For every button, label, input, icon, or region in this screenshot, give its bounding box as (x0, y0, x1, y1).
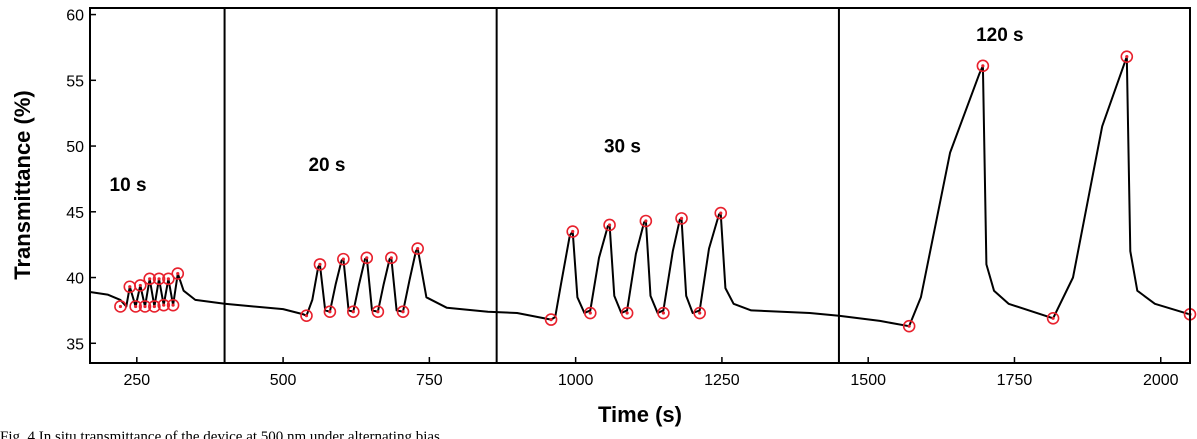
plot-frame (89, 7, 1191, 364)
y-tick-label: 40 (66, 271, 84, 288)
y-tick-label: 55 (66, 73, 84, 90)
figure-caption: Fig. 4 In situ transmittance of the devi… (0, 430, 440, 439)
x-tick-label: 1250 (704, 372, 740, 389)
data-marker (166, 298, 180, 312)
data-marker (693, 306, 706, 320)
segment-labels: 10 s 20 s 30 s 120 s (110, 25, 1024, 196)
segment-label: 20 s (308, 155, 345, 176)
chart: 250 500 750 1000 1250 1500 1750 2000 35 40 45 50 55… (10, 7, 1197, 427)
data-marker (411, 242, 424, 255)
data-marker (566, 225, 580, 238)
data-marker (396, 305, 410, 319)
data-marker (162, 272, 175, 286)
x-axis-title: Time (s) (598, 402, 682, 427)
data-marker (152, 272, 166, 286)
data-marker (337, 252, 350, 266)
data-marker (714, 206, 728, 220)
transmittance-series-line (89, 55, 1191, 328)
data-marker (171, 267, 185, 280)
x-tick-label: 250 (123, 372, 150, 389)
x-tick-label: 1000 (558, 372, 594, 389)
data-marker (143, 272, 156, 286)
data-marker (148, 300, 161, 313)
data-marker (544, 313, 558, 326)
data-marker (371, 305, 385, 319)
data-marker (129, 300, 142, 313)
data-marker (1046, 311, 1060, 325)
data-marker (323, 305, 337, 319)
data-marker (313, 258, 327, 271)
x-tick-label: 500 (270, 372, 297, 389)
data-marker (675, 212, 688, 225)
data-marker (360, 251, 374, 265)
x-axis-ticks: 250 500 750 1000 1250 1500 1750 2000 (123, 357, 1179, 389)
data-marker (902, 319, 916, 333)
x-tick-label: 1500 (850, 372, 886, 389)
data-marker (346, 305, 360, 319)
data-marker (657, 306, 670, 320)
segment-label: 10 s (110, 175, 147, 196)
data-marker (114, 300, 127, 313)
data-marker (385, 251, 398, 265)
data-marker (620, 306, 634, 320)
x-tick-label: 1750 (997, 372, 1033, 389)
segment-label: 120 s (976, 25, 1024, 46)
data-marker (1120, 50, 1134, 63)
y-tick-label: 45 (66, 205, 84, 222)
peak-valley-markers (114, 50, 1197, 333)
data-marker (639, 214, 653, 228)
y-tick-label: 60 (66, 8, 84, 25)
y-tick-label: 35 (66, 336, 84, 353)
data-marker (603, 218, 616, 232)
data-marker (134, 279, 147, 292)
y-axis-title: Transmittance (%) (10, 90, 35, 280)
y-axis-ticks: 35 40 45 50 55 60 (66, 8, 96, 353)
data-marker (300, 309, 313, 322)
x-tick-label: 750 (416, 372, 443, 389)
data-marker (976, 59, 990, 73)
data-marker (583, 306, 597, 320)
data-marker (157, 298, 171, 312)
segment-label: 30 s (604, 137, 641, 158)
data-marker (138, 300, 152, 313)
y-tick-label: 50 (66, 139, 84, 156)
x-tick-label: 2000 (1143, 372, 1179, 389)
